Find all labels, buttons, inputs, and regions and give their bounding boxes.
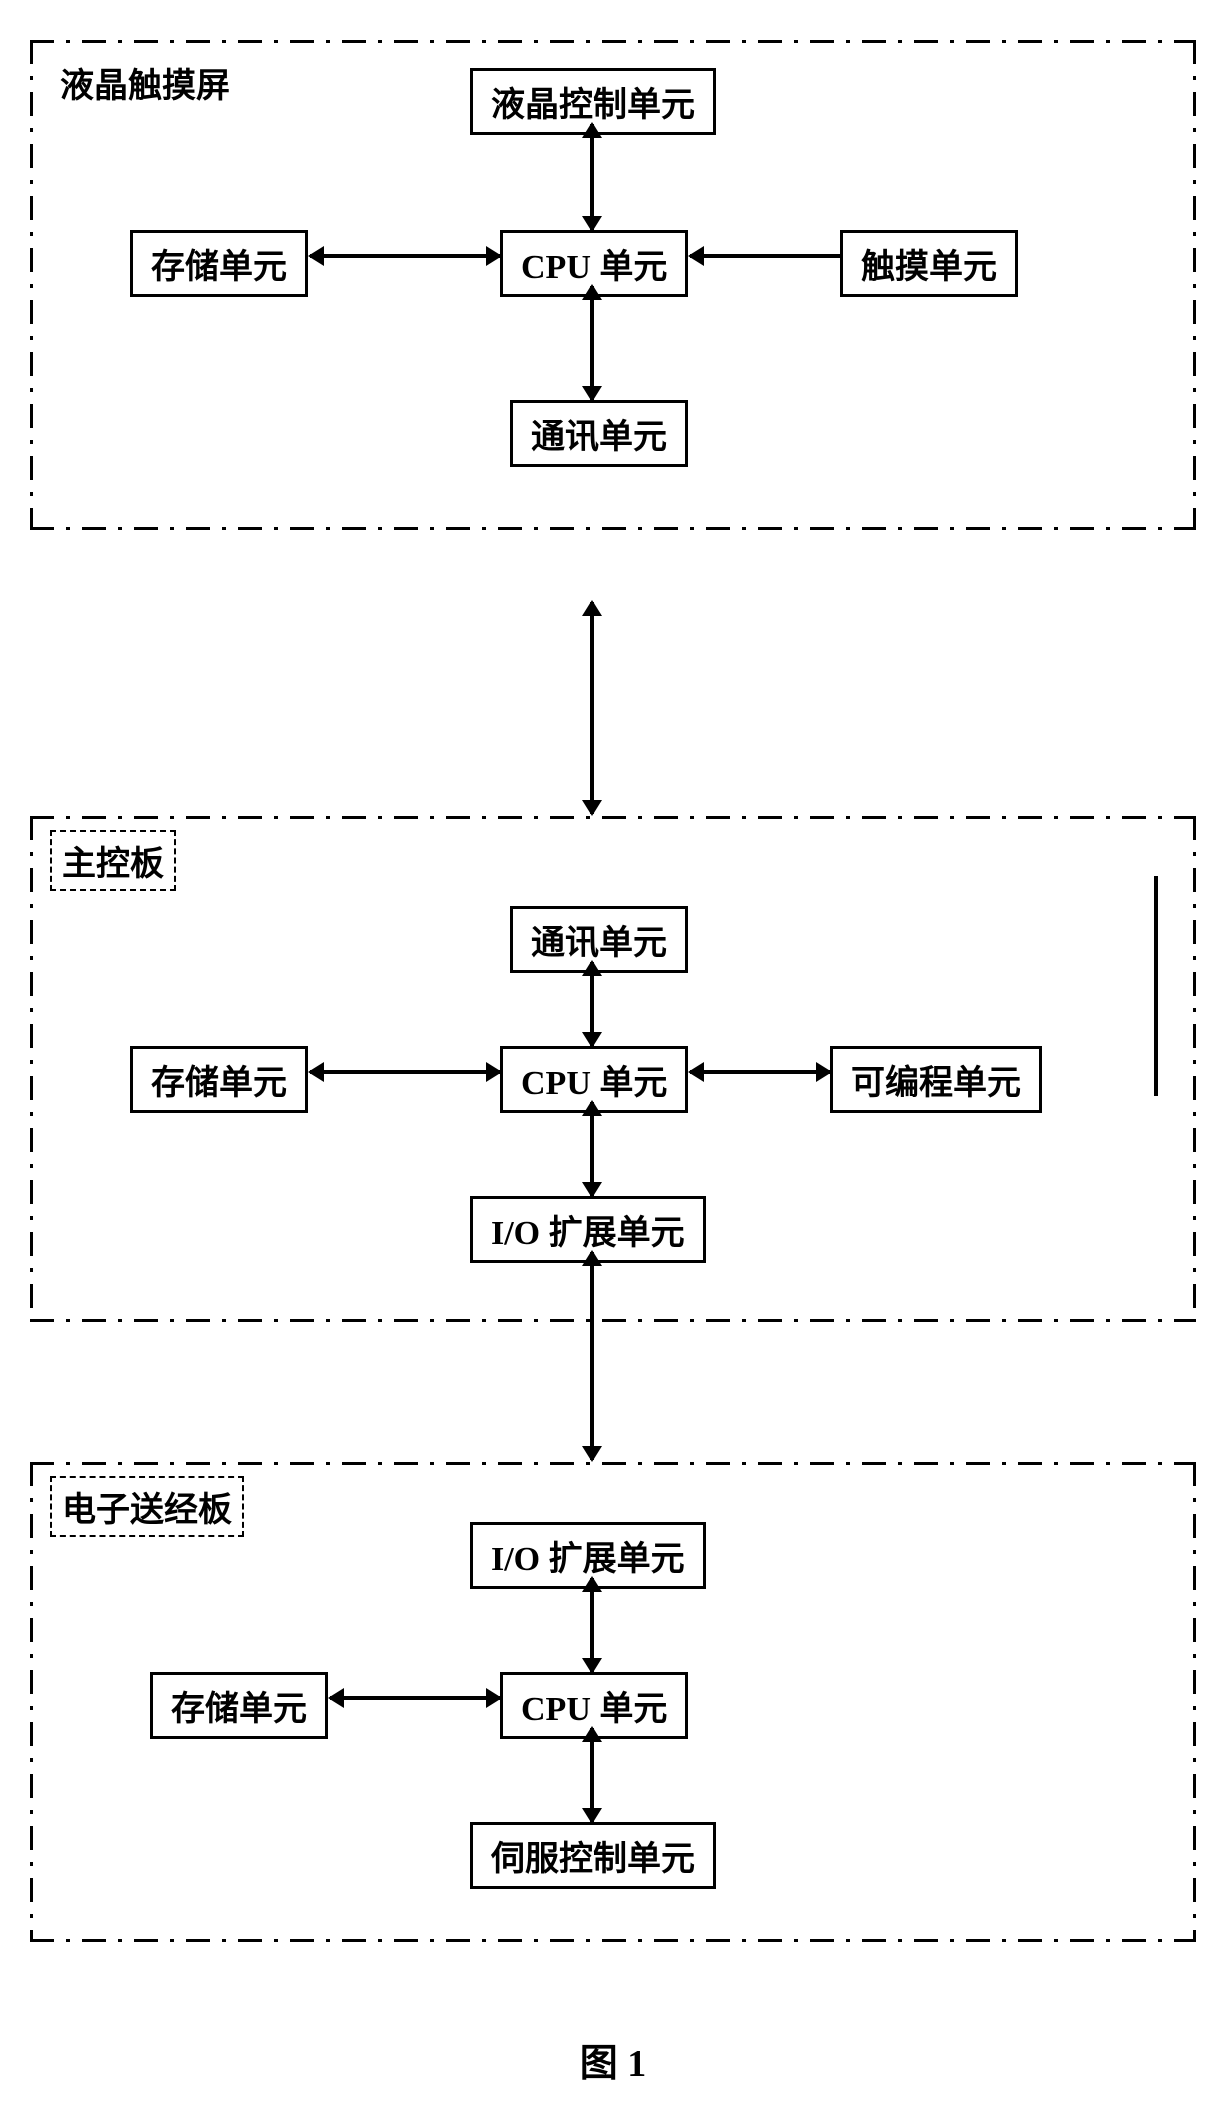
panel-letoff: 电子送经板 I/O 扩展单元 存储单元 CPU 单元 伺服控制单元	[30, 1462, 1196, 1942]
block-letoff-storage: 存储单元	[150, 1672, 328, 1739]
panel-main-label: 主控板	[50, 830, 176, 891]
block-lcd-comm: 通讯单元	[510, 400, 688, 467]
block-lcd-touch: 触摸单元	[840, 230, 1018, 297]
arrow-main-prog-cpu	[690, 1070, 830, 1074]
block-main-prog: 可编程单元	[830, 1046, 1042, 1113]
panel-lcd: 液晶触摸屏 液晶控制单元 存储单元 CPU 单元 触摸单元 通讯单元	[30, 40, 1196, 530]
arrow-main-comm-cpu	[590, 962, 594, 1046]
arrow-letoff-cpu-servo	[590, 1728, 594, 1822]
panel-main: 主控板 通讯单元 存储单元 CPU 单元 可编程单元 I/O 扩展单元	[30, 816, 1196, 1322]
arrow-letoff-storage-cpu	[330, 1696, 500, 1700]
figure-caption: 图 1	[30, 2032, 1196, 2087]
block-letoff-servo: 伺服控制单元	[470, 1822, 716, 1889]
panel-lcd-label: 液晶触摸屏	[50, 54, 240, 111]
arrow-inter-1	[590, 602, 594, 814]
block-lcd-storage: 存储单元	[130, 230, 308, 297]
arrow-cpu-comm-lcd	[590, 286, 594, 400]
arrow-lcdctrl-cpu	[590, 124, 594, 230]
arrow-touch-cpu	[690, 254, 840, 258]
arrow-main-storage-cpu	[310, 1070, 500, 1074]
panel-letoff-label: 电子送经板	[50, 1476, 244, 1537]
arrow-storage-cpu	[310, 254, 500, 258]
block-main-storage: 存储单元	[130, 1046, 308, 1113]
arrow-main-cpu-ioexp	[590, 1102, 594, 1196]
system-diagram: 液晶触摸屏 液晶控制单元 存储单元 CPU 单元 触摸单元 通讯单元 主控板 通…	[30, 40, 1196, 2087]
arrow-letoff-io-cpu	[590, 1578, 594, 1672]
arrow-inter-2	[590, 1252, 594, 1460]
